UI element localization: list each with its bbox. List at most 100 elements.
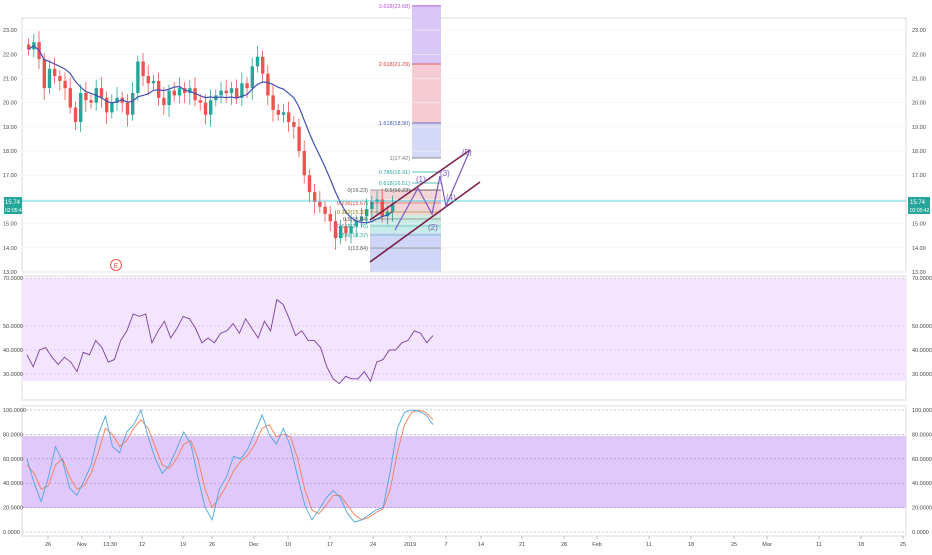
candle-body (167, 90, 171, 106)
price-tick-right: 17.00 (912, 173, 926, 179)
price-tick-right: 14.00 (912, 246, 926, 252)
wave-label: (4) (446, 193, 456, 202)
time-axis[interactable]: 26 Nov 13:30 12 19 26 Dec 10 17 24 2019 7 14 21 28 Feb 1… (45, 536, 906, 548)
price-tick-left: 19.00 (3, 125, 17, 131)
stoch-tick-right: 0.0000 (912, 530, 929, 536)
stoch-tick-left: 40.0000 (3, 481, 23, 487)
x-tick-label: 10 (285, 542, 291, 548)
stoch-layer (22, 408, 906, 533)
candle-body (42, 59, 46, 89)
candle-body (219, 90, 223, 96)
stoch-tick-left: 80.0000 (3, 432, 23, 438)
candle-body (349, 226, 353, 234)
x-tick-label: 11 (646, 542, 652, 548)
countdown-left-label: 02:05:42 (5, 208, 25, 214)
candle-body (172, 90, 176, 96)
candle-body (73, 107, 78, 123)
candle-body (328, 213, 332, 222)
retrace-level-label: 0.618(14.76) (337, 224, 368, 230)
rsi-axis[interactable]: 70.0000 70.0000 50.0000 50.0000 40.0000 40.00… (3, 276, 932, 378)
price-tick-left: 13.00 (3, 270, 17, 276)
elliott-wave-path[interactable] (394, 149, 471, 231)
wave-label: (5) (462, 148, 472, 157)
fib-zone-blue (412, 123, 441, 158)
x-tick-label: 7 (444, 542, 447, 548)
candle-body (58, 76, 62, 81)
candle-body (333, 221, 338, 239)
earnings-marker-icon[interactable] (110, 259, 122, 271)
candle-body (177, 88, 182, 96)
fib-level-label: 3.618(23.68) (379, 4, 410, 10)
price-tick-left: 23.00 (3, 28, 17, 34)
price-tick-right: 22.00 (912, 52, 926, 58)
rsi-layer (22, 277, 906, 385)
candle-body (323, 206, 327, 214)
fib-level-label: 2.618(21.29) (379, 62, 410, 68)
current-price-tag-right (908, 197, 930, 206)
candle-body (47, 68, 52, 89)
stoch-k-line (26, 408, 434, 523)
channel-lower-line[interactable] (369, 181, 481, 263)
price-tick-right: 18.00 (912, 149, 926, 155)
candle-body (89, 100, 93, 103)
x-tick-label: 26 (45, 542, 51, 548)
x-tick-label: 19 (180, 542, 186, 548)
x-tick-label: 18 (688, 542, 694, 548)
price-tick-right: 19.00 (912, 125, 926, 131)
stoch-tick-left: 60.0000 (3, 457, 23, 463)
price-tick-right: 21.00 (912, 76, 926, 82)
wave-labels: (1) (2) (3) (4) (5) (416, 148, 472, 232)
rsi-tick-left: 70.0000 (3, 276, 23, 282)
x-tick-label: 11 (816, 542, 822, 548)
price-axis-left[interactable]: 23.0022.0021.0020.0019.0018.0017.0016.00… (3, 28, 17, 276)
x-tick-label: 25 (900, 542, 906, 548)
candle-body (313, 192, 317, 202)
x-tick-label: 17 (327, 542, 333, 548)
stoch-axis[interactable]: 100.0000 100.0000 80.0000 80.0000 60.0000 60.… (3, 408, 932, 536)
price-tick-right: 13.00 (912, 270, 926, 276)
current-price-left-label: 15.74 (5, 200, 21, 206)
price-tick-left: 22.00 (3, 52, 17, 58)
candle-body (79, 92, 83, 123)
candle-body (240, 83, 244, 98)
candle-body (203, 102, 208, 115)
candle-body (391, 204, 395, 212)
candle-body (235, 88, 239, 98)
candle-body (136, 61, 140, 93)
price-axis-right[interactable]: 23.0022.0021.0020.0019.0018.0017.0016.00… (912, 28, 926, 276)
wave-label: (3) (440, 169, 450, 178)
candle-body (151, 80, 156, 84)
earnings-marker-label: E (114, 263, 119, 270)
channel-upper-line[interactable] (369, 149, 471, 221)
rsi-tick-left: 50.0000 (3, 324, 23, 330)
wave-label: (2) (428, 223, 438, 232)
grid-lines (22, 29, 906, 273)
candle-body (162, 97, 166, 106)
candle-body (105, 97, 109, 113)
candle-body (302, 151, 306, 176)
price-tick-left: 17.00 (3, 173, 17, 179)
stoch-tick-right: 60.0000 (912, 457, 932, 463)
x-tick-label: 24 (370, 542, 376, 548)
candle-body (359, 216, 364, 222)
candle-body (53, 68, 57, 77)
candle-body (110, 102, 114, 113)
candle-body (141, 61, 145, 77)
fib-level-label: 0.5(16.23) (385, 188, 410, 194)
candle-body (271, 95, 275, 110)
price-tick-left: 20.00 (3, 101, 17, 107)
wave-label: (1) (416, 175, 426, 184)
candle-body (281, 112, 286, 115)
candle-body (297, 126, 301, 152)
candle-body (63, 80, 67, 89)
retrace-level-label: 0.236(15.67) (337, 201, 368, 207)
candle-body (245, 83, 249, 89)
rsi-band (22, 278, 906, 381)
candle-body (68, 88, 72, 108)
rsi-line (26, 298, 434, 385)
price-panel[interactable] (21, 17, 907, 273)
x-tick-label: 12 (139, 542, 145, 548)
price-tick-left: 14.00 (3, 246, 17, 252)
